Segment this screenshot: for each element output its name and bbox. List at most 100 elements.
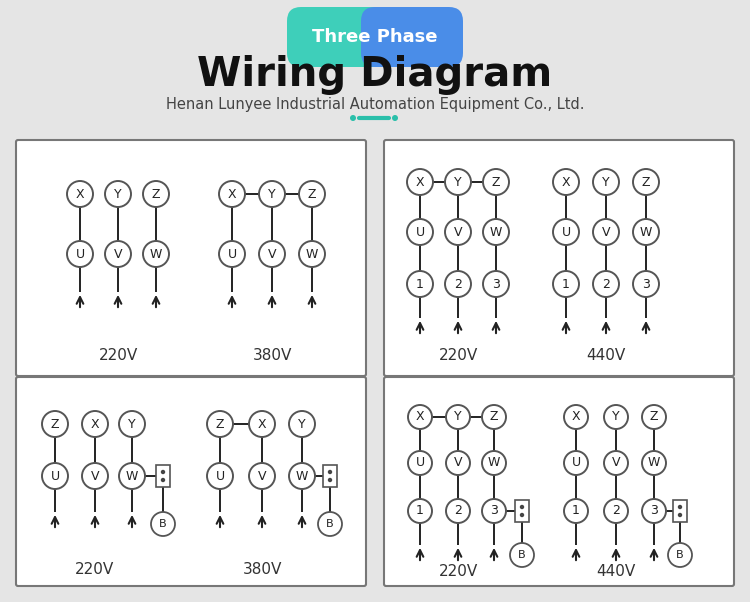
Text: 3: 3 — [642, 278, 650, 291]
Circle shape — [143, 241, 169, 267]
Text: W: W — [640, 226, 652, 238]
Text: Z: Z — [492, 176, 500, 188]
Text: U: U — [416, 226, 424, 238]
FancyBboxPatch shape — [384, 377, 734, 586]
Circle shape — [105, 181, 131, 207]
Circle shape — [407, 219, 433, 245]
Text: Y: Y — [454, 411, 462, 423]
Text: X: X — [228, 187, 236, 200]
Text: 1: 1 — [572, 504, 580, 518]
Circle shape — [119, 463, 145, 489]
Circle shape — [482, 451, 506, 475]
Circle shape — [483, 169, 509, 195]
Circle shape — [67, 181, 93, 207]
Text: W: W — [306, 247, 318, 261]
Text: 220V: 220V — [438, 565, 478, 580]
Text: U: U — [562, 226, 571, 238]
Circle shape — [408, 451, 432, 475]
Bar — [156, 465, 170, 487]
Circle shape — [445, 169, 471, 195]
Text: X: X — [572, 411, 580, 423]
Circle shape — [219, 241, 245, 267]
Text: Y: Y — [128, 418, 136, 430]
Text: U: U — [50, 470, 59, 482]
Circle shape — [668, 543, 692, 567]
Text: V: V — [454, 456, 462, 470]
Circle shape — [328, 470, 332, 474]
Text: 2: 2 — [454, 278, 462, 291]
Text: 220V: 220V — [98, 349, 138, 364]
Text: V: V — [454, 226, 462, 238]
Text: 2: 2 — [612, 504, 620, 518]
Text: Y: Y — [268, 187, 276, 200]
Circle shape — [593, 219, 619, 245]
Text: Z: Z — [152, 187, 160, 200]
Circle shape — [259, 181, 285, 207]
Circle shape — [407, 169, 433, 195]
Circle shape — [151, 512, 175, 536]
Text: W: W — [648, 456, 660, 470]
Text: Z: Z — [490, 411, 498, 423]
Circle shape — [392, 115, 398, 121]
Text: U: U — [215, 470, 224, 482]
Circle shape — [593, 169, 619, 195]
Text: V: V — [91, 470, 99, 482]
Circle shape — [553, 169, 579, 195]
Circle shape — [119, 411, 145, 437]
Text: W: W — [150, 247, 162, 261]
Text: B: B — [518, 550, 526, 560]
Text: U: U — [227, 247, 236, 261]
Text: Z: Z — [51, 418, 59, 430]
Text: U: U — [416, 456, 424, 470]
Circle shape — [564, 451, 588, 475]
Circle shape — [318, 512, 342, 536]
Circle shape — [407, 271, 433, 297]
Circle shape — [445, 271, 471, 297]
Circle shape — [207, 411, 233, 437]
Circle shape — [553, 219, 579, 245]
Text: 380V: 380V — [242, 562, 282, 577]
Text: X: X — [76, 187, 84, 200]
Text: 440V: 440V — [586, 349, 626, 364]
Text: 220V: 220V — [75, 562, 115, 577]
Circle shape — [219, 181, 245, 207]
Text: Z: Z — [308, 187, 316, 200]
Circle shape — [160, 478, 165, 482]
Text: B: B — [676, 550, 684, 560]
Text: Y: Y — [298, 418, 306, 430]
Text: 3: 3 — [650, 504, 658, 518]
Circle shape — [633, 169, 659, 195]
Circle shape — [445, 219, 471, 245]
Text: V: V — [268, 247, 276, 261]
Circle shape — [604, 451, 628, 475]
Circle shape — [446, 499, 470, 523]
Text: X: X — [562, 176, 570, 188]
Circle shape — [249, 463, 275, 489]
Circle shape — [482, 499, 506, 523]
Circle shape — [207, 463, 233, 489]
Text: 2: 2 — [454, 504, 462, 518]
Circle shape — [604, 405, 628, 429]
Circle shape — [408, 499, 432, 523]
Text: Z: Z — [642, 176, 650, 188]
Text: X: X — [91, 418, 99, 430]
Text: V: V — [114, 247, 122, 261]
Text: Z: Z — [216, 418, 224, 430]
Text: 3: 3 — [492, 278, 500, 291]
Bar — [673, 500, 687, 522]
Circle shape — [408, 405, 432, 429]
Circle shape — [593, 271, 619, 297]
Circle shape — [482, 405, 506, 429]
Text: U: U — [76, 247, 85, 261]
Text: V: V — [612, 456, 620, 470]
Circle shape — [328, 478, 332, 482]
Circle shape — [259, 241, 285, 267]
Circle shape — [678, 513, 682, 517]
Text: 1: 1 — [562, 278, 570, 291]
Text: W: W — [490, 226, 502, 238]
Circle shape — [289, 411, 315, 437]
Circle shape — [564, 405, 588, 429]
Circle shape — [350, 115, 356, 121]
Circle shape — [633, 219, 659, 245]
Text: V: V — [602, 226, 610, 238]
